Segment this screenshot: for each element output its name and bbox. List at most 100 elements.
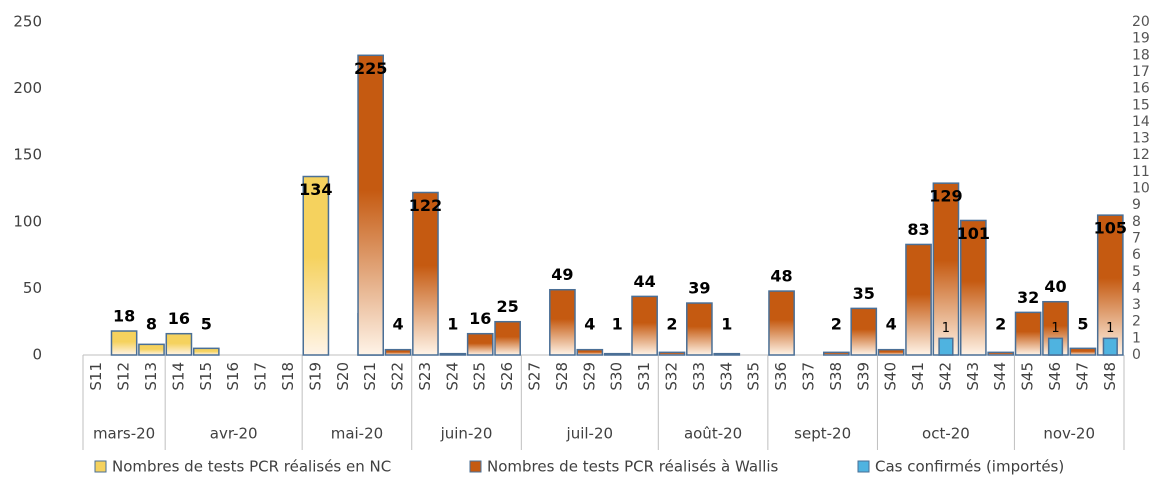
x-tick-label: S46 bbox=[1046, 362, 1064, 391]
group-label: sept-20 bbox=[794, 425, 851, 443]
value-label: 44 bbox=[633, 272, 655, 291]
value-label: 25 bbox=[496, 297, 518, 316]
y2-tick-label: 16 bbox=[1132, 81, 1150, 97]
bar bbox=[1102, 337, 1118, 356]
x-tick-label: S24 bbox=[443, 362, 461, 391]
x-tick-label: S42 bbox=[936, 362, 954, 391]
value-label: 18 bbox=[113, 307, 135, 326]
bar bbox=[357, 54, 384, 356]
value-label: 4 bbox=[392, 315, 403, 334]
x-tick-label: S43 bbox=[964, 362, 982, 391]
x-tick-label: S44 bbox=[991, 362, 1009, 391]
value-label: 1 bbox=[1106, 321, 1114, 336]
y-tick-label: 0 bbox=[32, 346, 42, 364]
x-tick-label: S12 bbox=[115, 362, 133, 391]
bar bbox=[549, 288, 576, 356]
bar bbox=[987, 351, 1015, 356]
y2-tick-label: 5 bbox=[1132, 264, 1141, 280]
bar bbox=[877, 348, 905, 356]
bar bbox=[110, 330, 138, 356]
x-tick-label: S14 bbox=[169, 362, 187, 391]
bar bbox=[850, 307, 878, 356]
x-tick-label: S25 bbox=[471, 362, 489, 391]
value-label: 16 bbox=[168, 309, 190, 328]
bar bbox=[1069, 347, 1097, 356]
x-tick-label: S15 bbox=[197, 362, 215, 391]
bar bbox=[905, 243, 932, 356]
bar bbox=[603, 352, 631, 356]
value-label: 129 bbox=[929, 187, 962, 206]
y-tick-label: 100 bbox=[13, 212, 42, 230]
bar bbox=[768, 290, 795, 356]
x-tick-label: S34 bbox=[717, 362, 735, 391]
x-tick-label: S39 bbox=[854, 362, 872, 391]
legend-swatch bbox=[469, 460, 482, 473]
bar bbox=[439, 352, 467, 356]
value-label: 49 bbox=[551, 265, 573, 284]
value-label: 2 bbox=[995, 315, 1006, 334]
bar bbox=[466, 332, 494, 356]
bar bbox=[959, 219, 987, 356]
y2-tick-label: 7 bbox=[1132, 230, 1141, 246]
value-label: 1 bbox=[447, 315, 458, 334]
x-tick-label: S18 bbox=[279, 362, 297, 391]
value-label: 4 bbox=[584, 315, 595, 334]
y2-tick-label: 14 bbox=[1132, 114, 1150, 130]
bar bbox=[686, 302, 713, 356]
bar bbox=[658, 351, 686, 356]
y2-tick-label: 18 bbox=[1132, 47, 1150, 63]
value-label: 122 bbox=[409, 196, 442, 215]
x-tick-label: S11 bbox=[87, 362, 105, 391]
value-label: 134 bbox=[299, 180, 332, 199]
value-label: 40 bbox=[1044, 277, 1066, 296]
value-label: 2 bbox=[831, 315, 842, 334]
x-tick-label: S38 bbox=[827, 362, 845, 391]
bar bbox=[1096, 214, 1124, 356]
group-label: nov-20 bbox=[1043, 425, 1095, 443]
bar bbox=[384, 348, 412, 356]
x-tick-label: S45 bbox=[1019, 362, 1037, 391]
value-label: 4 bbox=[886, 315, 897, 334]
y2-tick-label: 4 bbox=[1132, 280, 1141, 296]
y2-tick-label: 15 bbox=[1132, 97, 1150, 113]
y2-tick-label: 6 bbox=[1132, 247, 1141, 263]
value-label: 101 bbox=[957, 224, 990, 243]
group-label: oct-20 bbox=[922, 425, 970, 443]
y-tick-label: 250 bbox=[13, 13, 42, 31]
bar bbox=[302, 175, 330, 356]
x-tick-label: S37 bbox=[799, 362, 817, 391]
group-label: avr-20 bbox=[210, 425, 258, 443]
x-tick-label: S21 bbox=[361, 362, 379, 391]
bar bbox=[823, 351, 850, 356]
legend-label: Cas confirmés (importés) bbox=[875, 458, 1064, 476]
y-tick-label: 50 bbox=[23, 279, 42, 297]
bar bbox=[494, 320, 521, 356]
y2-tick-label: 2 bbox=[1132, 314, 1141, 330]
bar bbox=[631, 295, 658, 356]
bar bbox=[412, 191, 439, 356]
x-tick-label: S36 bbox=[772, 362, 790, 391]
value-label: 16 bbox=[469, 309, 491, 328]
value-label: 105 bbox=[1094, 219, 1127, 238]
value-label: 39 bbox=[688, 279, 710, 298]
x-tick-label: S48 bbox=[1101, 362, 1119, 391]
y2-tick-label: 10 bbox=[1132, 181, 1150, 197]
y2-tick-label: 13 bbox=[1132, 131, 1150, 147]
group-label: mai-20 bbox=[331, 425, 383, 443]
value-label: 1 bbox=[942, 321, 950, 336]
x-tick-label: S26 bbox=[498, 362, 516, 391]
y2-tick-label: 20 bbox=[1132, 14, 1150, 30]
bar bbox=[1047, 337, 1064, 356]
bar bbox=[576, 348, 604, 356]
y2-tick-label: 1 bbox=[1132, 330, 1141, 346]
y2-tick-label: 12 bbox=[1132, 147, 1150, 163]
bar bbox=[713, 352, 741, 356]
bar bbox=[165, 332, 193, 356]
x-tick-label: S41 bbox=[909, 362, 927, 391]
x-tick-label: S33 bbox=[690, 362, 708, 391]
x-tick-label: S30 bbox=[608, 362, 626, 391]
y2-tick-label: 11 bbox=[1132, 164, 1150, 180]
x-tick-label: S47 bbox=[1073, 362, 1091, 391]
y2-tick-label: 9 bbox=[1132, 197, 1141, 213]
x-tick-label: S17 bbox=[252, 362, 270, 391]
